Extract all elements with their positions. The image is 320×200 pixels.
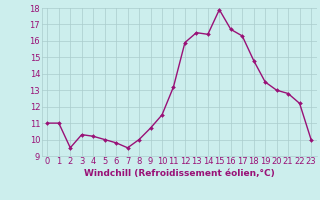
- X-axis label: Windchill (Refroidissement éolien,°C): Windchill (Refroidissement éolien,°C): [84, 169, 275, 178]
